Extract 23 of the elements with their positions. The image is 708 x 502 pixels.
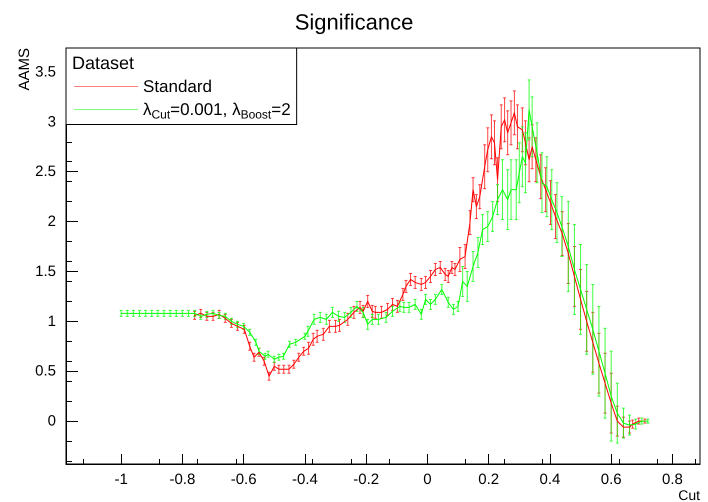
x-tick-label: -0.8 xyxy=(169,471,196,488)
x-tick-label: -0.4 xyxy=(292,471,318,488)
y-tick-label: 0.5 xyxy=(35,362,56,380)
y-tick-label: 3 xyxy=(48,113,56,130)
legend-label: Standard xyxy=(143,77,212,96)
x-tick-label: -0.6 xyxy=(230,471,257,488)
x-tick-label: 0.2 xyxy=(478,471,500,488)
y-tick-label: 2 xyxy=(48,213,56,230)
x-tick-label: 0 xyxy=(423,471,432,488)
x-axis-title: Cut xyxy=(678,487,700,502)
y-tick-label: 2.5 xyxy=(35,163,56,180)
x-tick-label: 0.4 xyxy=(539,471,560,488)
x-tick-label: 0.6 xyxy=(600,471,622,488)
y-tick-label: 3.5 xyxy=(35,63,56,80)
y-tick-label: 0 xyxy=(48,412,56,430)
y-tick-label: 1.5 xyxy=(35,262,56,280)
x-tick-label: -1 xyxy=(114,471,128,488)
x-tick-label: -0.2 xyxy=(353,471,380,488)
legend-title: Dataset xyxy=(72,53,134,73)
y-axis-title: AAMS xyxy=(16,48,33,91)
x-tick-label: 0.8 xyxy=(662,471,683,488)
chart-title: Significance xyxy=(294,10,414,34)
y-tick-label: 1 xyxy=(48,312,56,330)
